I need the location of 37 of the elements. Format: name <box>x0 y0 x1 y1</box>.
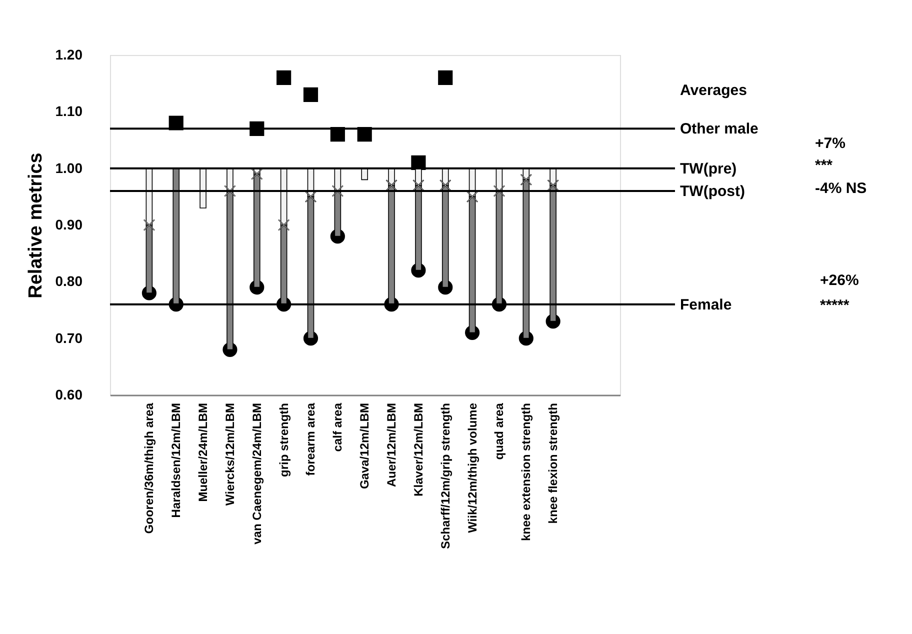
x-tick-label: grip strength <box>276 403 291 477</box>
y-tick-label: 1.00 <box>55 160 83 176</box>
text: -4% NS <box>815 180 867 197</box>
x-tick-label: van Caenegem/24m/LBM <box>250 403 264 544</box>
y-tick-label: 1.10 <box>55 103 83 120</box>
x-tick-label: Haraldsen/12m/LBM <box>169 402 184 518</box>
point <box>303 87 318 102</box>
text: ***** <box>820 297 850 314</box>
y-tick-label: 0.70 <box>55 330 83 346</box>
y-tick-label: 0.90 <box>55 216 83 232</box>
x-tick-label: Mueller/24m/LBM <box>196 403 210 502</box>
ref-line-label: Female <box>680 296 732 314</box>
ref-line-label: Other male <box>680 120 758 138</box>
text: Averages <box>680 82 747 99</box>
x-tick-label: Wiercks/12m/LBM <box>222 403 237 506</box>
x-tick-label: Gooren/36m/thigh area <box>142 402 156 534</box>
x-tick-label: Gava/12m/LBM <box>358 403 372 490</box>
point <box>276 70 292 85</box>
y-axis-title: Relative metrics <box>25 152 46 298</box>
x-tick-label: Wiik/12m/thigh volume <box>465 402 480 533</box>
y-tick-label: 0.60 <box>55 386 83 402</box>
ref-line-label: TW(post) <box>680 183 745 200</box>
text: +7% <box>815 135 846 152</box>
x-tick-label: Scharff/12m/grip strength <box>438 403 452 550</box>
x-tick-label: quad area <box>492 402 506 460</box>
x-tick-label: Auer/12m/LBM <box>384 403 399 488</box>
point <box>438 70 453 85</box>
x-tick-label: calf area <box>330 402 345 452</box>
text: +26% <box>820 272 859 289</box>
x-tick-label: knee extension strength <box>519 403 534 542</box>
y-tick-label: 0.80 <box>55 273 83 290</box>
x-tick-label: forearm area <box>304 402 318 476</box>
ref-line-label: TW(pre) <box>680 160 737 178</box>
y-tick-label: 1.20 <box>55 46 83 62</box>
x-tick-label: knee flexion strength <box>546 403 560 524</box>
text: *** <box>815 157 833 174</box>
x-tick-label: Klaver/12m/LBM <box>411 403 426 496</box>
